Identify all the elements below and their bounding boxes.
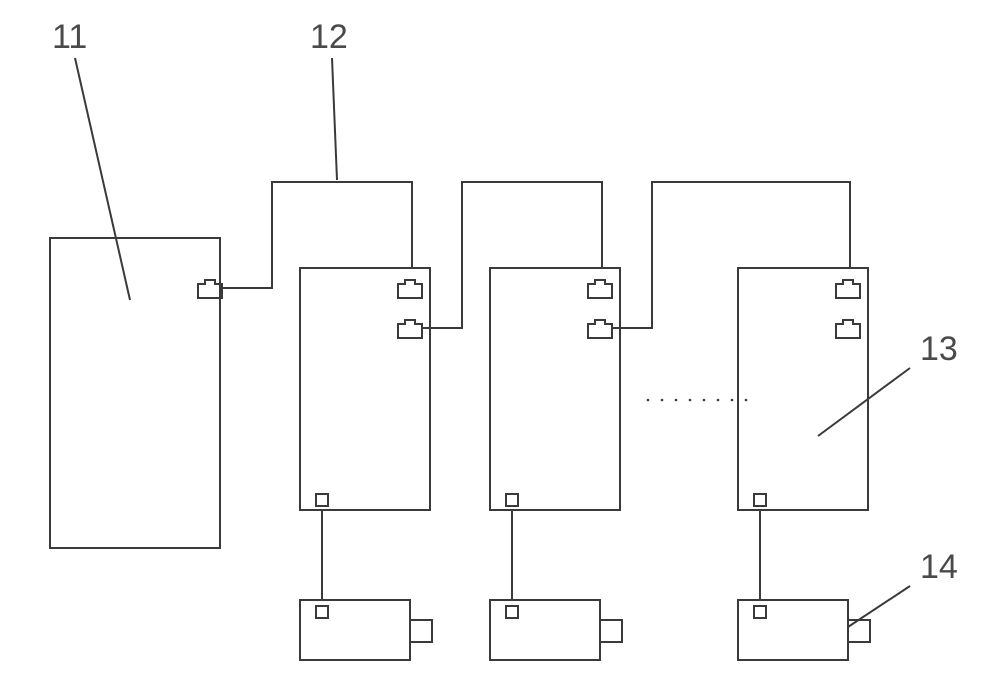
- bus-b-to-c: [612, 182, 850, 328]
- leader-l14: [848, 586, 910, 627]
- unit-b-port-bot: [588, 320, 612, 338]
- label-l12: 12: [310, 18, 348, 56]
- leader-l12: [332, 58, 337, 180]
- main-port: [198, 280, 222, 298]
- label-l13: 13: [920, 330, 958, 368]
- ellipsis-dot: [675, 399, 678, 402]
- unit-a-small-port: [316, 494, 328, 506]
- camera-c-port: [754, 606, 766, 618]
- main-controller-box: [50, 238, 220, 548]
- label-l11: 11: [52, 18, 87, 56]
- ellipsis-dot: [717, 399, 720, 402]
- bus-main-to-a: [222, 182, 412, 288]
- unit-box-a: [300, 268, 430, 510]
- bus-a-to-b: [422, 182, 602, 328]
- ellipsis-dot: [703, 399, 706, 402]
- unit-c-small-port: [754, 494, 766, 506]
- leader-l11: [75, 58, 130, 300]
- unit-box-c: [738, 268, 868, 510]
- ellipsis-dot: [745, 399, 748, 402]
- leader-l13: [818, 368, 910, 436]
- label-l14: 14: [920, 548, 958, 586]
- ellipsis-dot: [661, 399, 664, 402]
- camera-a-lens: [410, 620, 432, 642]
- ellipsis-dot: [689, 399, 692, 402]
- camera-b-port: [506, 606, 518, 618]
- unit-a-port-top: [398, 280, 422, 298]
- unit-c-port-top: [836, 280, 860, 298]
- unit-b-port-top: [588, 280, 612, 298]
- ellipsis-dot: [731, 399, 734, 402]
- camera-a-port: [316, 606, 328, 618]
- unit-a-port-bot: [398, 320, 422, 338]
- camera-c-lens: [848, 620, 870, 642]
- unit-c-port-bot: [836, 320, 860, 338]
- ellipsis-dot: [647, 399, 650, 402]
- camera-b-lens: [600, 620, 622, 642]
- diagram-canvas: 11 12 13 14: [0, 0, 1000, 697]
- unit-box-b: [490, 268, 620, 510]
- unit-b-small-port: [506, 494, 518, 506]
